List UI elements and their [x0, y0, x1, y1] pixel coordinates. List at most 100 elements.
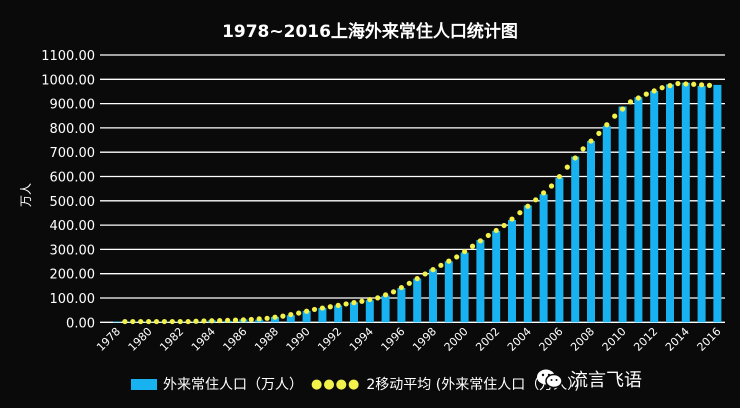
ma-dot	[209, 318, 215, 324]
ma-point-1989	[280, 313, 286, 319]
bar-2001	[476, 239, 485, 323]
ma-dot	[240, 317, 246, 323]
bar-2008	[587, 141, 595, 323]
bar-2013	[666, 84, 674, 323]
legend-line-label: 2移动平均 (外来常住人口（万人）)	[366, 377, 580, 393]
x-tick-label: 2002	[473, 325, 502, 354]
ma-point-1996	[390, 289, 397, 295]
ma-dot	[635, 95, 642, 101]
y-tick-label: 0.00	[66, 316, 95, 331]
ma-point-1995	[375, 295, 381, 301]
y-axis-label: 万人	[19, 183, 33, 207]
x-tick-label: 1980	[126, 325, 155, 354]
x-tick-label: 1994	[347, 325, 376, 354]
ma-point-1986	[232, 317, 239, 323]
ma-dot	[225, 317, 231, 323]
ma-dot	[367, 296, 373, 303]
ma-point-2002	[485, 232, 491, 239]
bar-2003	[508, 219, 516, 323]
x-tick-label: 1990	[284, 325, 313, 354]
ma-point-1994	[359, 298, 365, 304]
bar-2009	[602, 125, 611, 323]
x-tick-label: 1986	[221, 325, 250, 354]
x-tick-label: 2016	[695, 325, 724, 354]
bar-1996	[397, 288, 406, 323]
ma-dot	[177, 318, 183, 325]
y-tick-label: 100.00	[50, 292, 96, 307]
ma-dot	[446, 258, 452, 264]
ma-dot	[699, 82, 705, 88]
bar-2016	[713, 84, 722, 323]
bar-1991	[318, 307, 327, 323]
bar-2005	[539, 194, 548, 323]
ma-dot	[556, 173, 563, 180]
ma-dot	[620, 106, 626, 112]
ma-point-2004	[517, 210, 523, 216]
ma-dot	[667, 83, 673, 89]
x-tick-label: 2014	[663, 325, 692, 354]
ma-point-2016	[706, 82, 713, 88]
y-tick-label: 1100.00	[41, 49, 95, 64]
ma-dot	[193, 318, 199, 324]
ma-dot	[335, 302, 341, 308]
ma-point-1998	[422, 271, 428, 277]
bar-1989	[286, 315, 295, 323]
ma-point-1980	[138, 318, 144, 325]
y-tick-label: 900.00	[50, 98, 96, 113]
ma-dot	[130, 318, 136, 325]
ma-point-2007	[564, 164, 570, 170]
ma-point-2015	[691, 81, 697, 87]
ma-dot	[604, 122, 610, 128]
bar-2014	[681, 82, 690, 323]
ma-dot	[572, 155, 578, 161]
ma-point-1981	[153, 318, 160, 325]
bar-2015	[697, 85, 706, 323]
ma-dot	[493, 227, 499, 234]
ma-point-1979	[122, 318, 128, 325]
bar-1998	[429, 269, 437, 323]
x-tick-label: 1988	[252, 325, 281, 354]
ma-dot	[477, 238, 483, 244]
ma-point-2010	[612, 113, 618, 119]
ma-point-1992	[327, 304, 333, 310]
chart-title: 1978~2016上海外来常住人口统计图	[222, 21, 518, 42]
ma-dot	[509, 216, 515, 222]
ma-point-2005	[533, 197, 539, 203]
ma-point-2006	[548, 183, 555, 189]
ma-dot	[319, 305, 325, 311]
ma-dot	[651, 88, 657, 94]
ma-point-1999	[438, 262, 444, 268]
ma-point-1983	[185, 318, 191, 325]
x-tick-label: 2010	[600, 325, 629, 354]
bar-1990	[302, 310, 311, 323]
bar-1992	[334, 305, 343, 323]
x-tick-label: 2006	[537, 325, 566, 354]
x-tick-label: 1978	[94, 325, 123, 354]
legend-bar-swatch	[131, 378, 157, 390]
ma-dot	[146, 318, 152, 325]
y-tick-label: 800.00	[50, 122, 96, 137]
wechat-icon	[537, 369, 563, 389]
ma-point-2012	[643, 91, 649, 97]
ma-point-2001	[469, 243, 476, 249]
bar-1993	[350, 302, 358, 323]
ma-point-1990	[296, 310, 302, 316]
x-tick-label: 1996	[379, 325, 408, 354]
ma-dot	[462, 248, 468, 255]
y-tick-label: 700.00	[50, 146, 96, 161]
ma-dot	[541, 190, 547, 196]
x-tick-label: 1982	[157, 325, 186, 354]
x-tick-label: 2012	[631, 325, 660, 354]
legend-dots-swatch: ●●●●	[311, 376, 361, 392]
x-tick-label: 1992	[315, 325, 344, 354]
ma-dot	[288, 311, 294, 318]
x-tick-label: 2000	[442, 325, 471, 354]
ma-point-1987	[248, 316, 254, 323]
ma-dot	[683, 81, 689, 87]
ma-dot	[414, 276, 420, 282]
y-tick-label: 500.00	[50, 195, 96, 210]
legend-bar-label: 外来常住人口（万人）	[163, 377, 303, 393]
ma-dot	[398, 284, 404, 291]
ma-point-1993	[343, 301, 349, 307]
